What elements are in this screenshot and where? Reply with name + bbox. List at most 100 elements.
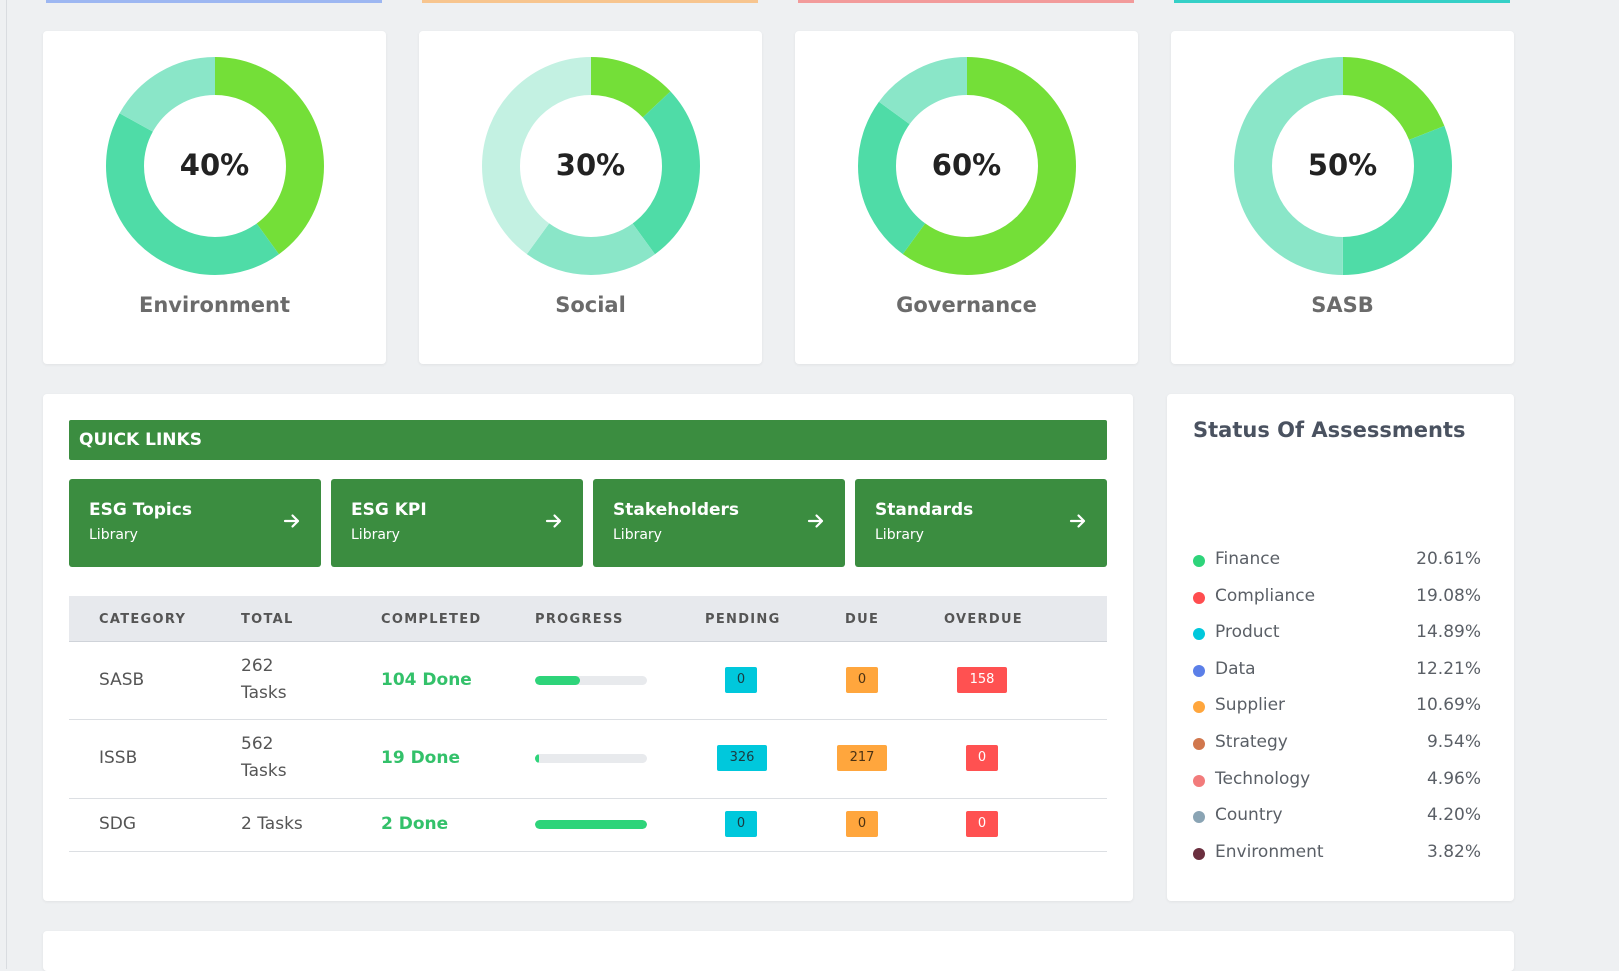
legend-dot-icon — [1193, 701, 1205, 714]
donut-label: Environment — [138, 293, 291, 317]
overdue-badge: 0 — [966, 811, 998, 837]
legend-label: Environment — [1215, 841, 1324, 862]
donut-segment — [858, 57, 1076, 275]
category-cell: SASB — [99, 670, 145, 690]
donut-card-sasb: 50% SASB — [1171, 31, 1514, 364]
legend-label: Data — [1215, 658, 1256, 679]
legend-dot-icon — [1193, 811, 1205, 824]
top-strip-teal — [1174, 0, 1510, 3]
legend-value: 19.08% — [1416, 585, 1481, 606]
donut-value: 40% — [179, 148, 250, 182]
donut-segment — [482, 57, 700, 275]
progress-bar — [535, 754, 647, 763]
progress-fill — [535, 676, 580, 685]
legend-dot-icon — [1193, 774, 1205, 787]
total-cell-unit: Tasks — [241, 683, 287, 703]
button-title: ESG Topics — [89, 500, 192, 520]
left-border — [6, 0, 7, 969]
legend-item[interactable]: Strategy 9.54% — [1193, 732, 1481, 756]
table-row: SASB 262 Tasks 104 Done 0 0 158 — [69, 642, 1107, 720]
standards-button[interactable]: Standards Library — [855, 479, 1107, 567]
table-row: ISSB 562 Tasks 19 Done 326 217 0 — [69, 720, 1107, 799]
completed-cell: 19 Done — [381, 748, 460, 768]
total-cell: 562 — [241, 734, 274, 754]
donut-card-environment: 40% Environment — [43, 31, 386, 364]
progress-fill — [535, 820, 647, 829]
legend-item[interactable]: Finance 20.61% — [1193, 549, 1481, 573]
status-title: Status Of Assessments — [1193, 418, 1466, 442]
legend-label: Compliance — [1215, 585, 1316, 606]
column-header-due: DUE — [845, 612, 880, 627]
column-header-category: CATEGORY — [99, 612, 187, 627]
button-title: Standards — [875, 500, 974, 520]
donut-card-social: 30% Social — [419, 31, 762, 364]
button-subtitle: Library — [351, 527, 400, 543]
legend-dot-icon — [1193, 628, 1205, 641]
donut-segment — [106, 57, 324, 275]
legend-label: Finance — [1215, 549, 1281, 569]
bottom-card — [43, 931, 1514, 971]
completed-cell: 104 Done — [381, 670, 472, 690]
progress-bar — [535, 820, 647, 829]
arrow-right-icon — [807, 514, 824, 528]
legend-dot-icon — [1193, 664, 1205, 677]
arrow-right-icon — [545, 514, 562, 528]
legend-label: Supplier — [1215, 695, 1286, 716]
donut-segment — [482, 57, 700, 275]
legend-item[interactable]: Product 14.89% — [1193, 622, 1481, 646]
legend-value: 4.20% — [1426, 805, 1481, 826]
donut-segment — [106, 57, 324, 275]
total-cell: 262 — [241, 656, 274, 676]
legend-item[interactable]: Supplier 10.69% — [1193, 695, 1481, 719]
legend-label: Strategy — [1215, 732, 1288, 752]
due-badge: 0 — [846, 667, 878, 693]
donut-label: SASB — [1311, 293, 1374, 317]
donut-segment — [482, 57, 700, 275]
donut-chart — [482, 57, 700, 275]
legend-value: 20.61% — [1416, 549, 1481, 569]
legend-value: 3.82% — [1426, 841, 1481, 862]
category-cell: ISSB — [99, 748, 138, 768]
pending-badge: 0 — [725, 667, 757, 693]
legend-dot-icon — [1193, 591, 1205, 604]
top-strip-blue — [46, 0, 382, 3]
overdue-badge: 0 — [966, 745, 998, 771]
table-header: CATEGORY TOTAL COMPLETED PROGRESS PENDIN… — [69, 596, 1107, 642]
legend-item[interactable]: Environment 3.82% — [1193, 842, 1481, 866]
legend-item[interactable]: Data 12.21% — [1193, 659, 1481, 683]
quick-links-header: QUICK LINKS — [69, 420, 1107, 460]
donut-label: Social — [555, 293, 626, 317]
donut-card-governance: 60% Governance — [795, 31, 1138, 364]
legend-dot-icon — [1193, 738, 1205, 750]
arrow-right-icon — [1069, 514, 1086, 528]
legend-item[interactable]: Country 4.20% — [1193, 805, 1481, 829]
button-subtitle: Library — [89, 527, 138, 543]
legend-label: Country — [1215, 805, 1283, 826]
completed-cell: 2 Done — [381, 814, 449, 834]
legend-value: 10.69% — [1416, 695, 1481, 716]
donut-value: 30% — [555, 148, 626, 182]
esg-topics-button[interactable]: ESG Topics Library — [69, 479, 321, 567]
legend-item[interactable]: Technology 4.96% — [1193, 769, 1481, 793]
column-header-progress: PROGRESS — [535, 612, 624, 627]
total-cell-unit: Tasks — [241, 761, 287, 781]
column-header-overdue: OVERDUE — [944, 612, 1023, 627]
total-cell: 2 Tasks — [241, 814, 303, 834]
legend-label: Product — [1215, 622, 1280, 643]
donut-segment — [1234, 57, 1452, 275]
column-header-pending: PENDING — [705, 612, 781, 627]
top-strip-red — [798, 0, 1134, 3]
donut-chart — [1234, 57, 1452, 275]
esg-kpi-button[interactable]: ESG KPI Library — [331, 479, 583, 567]
button-subtitle: Library — [875, 527, 924, 543]
table-row: SDG 2 Tasks 2 Done 0 0 0 — [69, 799, 1107, 852]
legend-dot-icon — [1193, 555, 1205, 567]
legend-item[interactable]: Compliance 19.08% — [1193, 586, 1481, 610]
donut-chart — [106, 57, 324, 275]
pending-badge: 0 — [725, 811, 757, 837]
overdue-badge: 158 — [957, 667, 1007, 693]
due-badge: 217 — [837, 745, 887, 771]
status-of-assessments-card: Status Of Assessments Finance 20.61% Compl… — [1167, 394, 1514, 901]
top-strip-orange — [422, 0, 758, 3]
stakeholders-button[interactable]: Stakeholders Library — [593, 479, 845, 567]
